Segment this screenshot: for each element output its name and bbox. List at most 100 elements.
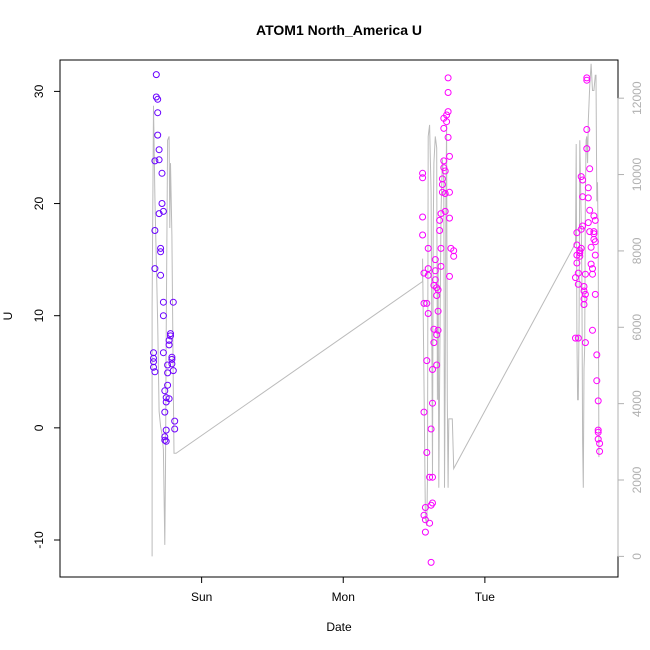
data-point: [587, 260, 595, 268]
data-point: [164, 369, 172, 377]
data-point: [429, 366, 436, 373]
data-point: [446, 152, 453, 160]
data-point: [161, 436, 169, 444]
data-point: [443, 111, 451, 119]
data-point: [165, 336, 173, 344]
data-point: [573, 259, 581, 267]
data-point: [421, 516, 429, 524]
data-point: [579, 176, 587, 184]
y2-tick-label: 6000: [630, 314, 644, 341]
data-point: [441, 190, 449, 197]
data-point: [430, 339, 438, 347]
data-point: [584, 184, 592, 192]
data-point: [151, 368, 159, 376]
data-point: [419, 169, 427, 177]
data-point: [591, 290, 599, 298]
data-point: [427, 558, 435, 566]
data-point: [431, 256, 439, 264]
data-point: [444, 74, 452, 82]
data-point: [583, 74, 591, 82]
data-point: [429, 399, 436, 407]
data-point: [437, 210, 445, 218]
data-point: [159, 298, 167, 306]
data-point: [155, 210, 163, 218]
data-point: [171, 417, 179, 425]
data-point: [164, 381, 172, 389]
data-point: [168, 360, 176, 368]
data-point: [426, 519, 434, 527]
data-point: [167, 332, 174, 340]
data-point: [154, 131, 162, 139]
data-point: [583, 126, 591, 133]
data-point: [574, 269, 582, 277]
data-point: [596, 447, 604, 455]
data-point: [440, 124, 448, 132]
data-point: [150, 354, 157, 362]
data-point: [431, 276, 439, 284]
data-point: [591, 251, 599, 259]
data-point: [168, 353, 176, 361]
data-point: [423, 449, 431, 456]
y-tick-label: 30: [32, 84, 46, 98]
data-points-group: [150, 71, 604, 566]
data-point: [154, 95, 162, 103]
data-point: [165, 341, 173, 349]
data-point: [593, 351, 601, 359]
data-point: [576, 249, 584, 257]
data-point: [159, 312, 167, 320]
data-point: [446, 272, 453, 280]
data-point: [437, 262, 445, 270]
data-point: [169, 298, 177, 306]
data-point: [152, 71, 160, 79]
data-point: [441, 167, 449, 175]
data-point: [155, 156, 163, 164]
data-point: [581, 270, 589, 278]
data-point: [584, 219, 592, 227]
data-point: [589, 270, 596, 278]
data-point: [421, 504, 429, 511]
data-point: [162, 426, 170, 434]
data-point: [419, 174, 427, 182]
data-point: [164, 361, 172, 369]
y-axis-title: U: [1, 312, 15, 321]
data-point: [420, 269, 428, 277]
data-point: [424, 244, 432, 252]
data-point: [424, 271, 432, 279]
data-point: [427, 425, 435, 433]
data-point: [440, 164, 448, 172]
data-point: [577, 225, 585, 233]
data-point: [158, 200, 166, 207]
data-point: [151, 227, 159, 234]
data-point: [586, 165, 594, 173]
data-point: [421, 528, 429, 536]
data-point: [584, 194, 592, 202]
data-point: [161, 433, 169, 441]
data-point: [590, 228, 598, 236]
data-point: [587, 243, 595, 251]
data-point: [171, 425, 179, 433]
data-point: [436, 216, 444, 224]
data-point: [579, 222, 587, 230]
data-point: [440, 157, 448, 165]
data-point: [591, 216, 599, 224]
data-point: [574, 334, 582, 342]
data-point: [594, 435, 602, 443]
data-point: [594, 426, 602, 434]
data-point: [450, 252, 458, 260]
data-point: [429, 473, 436, 481]
data-point: [437, 244, 445, 252]
data-point: [583, 145, 591, 153]
data-point: [430, 325, 438, 333]
data-point: [162, 437, 170, 445]
y2-tick-label: 0: [630, 553, 644, 560]
data-point: [581, 290, 589, 298]
data-point: [586, 228, 594, 236]
data-point: [433, 331, 441, 339]
x-tick-label: Sun: [191, 590, 212, 604]
data-point: [434, 286, 442, 294]
y2-tick-label: 4000: [630, 390, 644, 417]
data-point: [583, 76, 591, 84]
y2-tick-label: 10000: [630, 158, 644, 192]
